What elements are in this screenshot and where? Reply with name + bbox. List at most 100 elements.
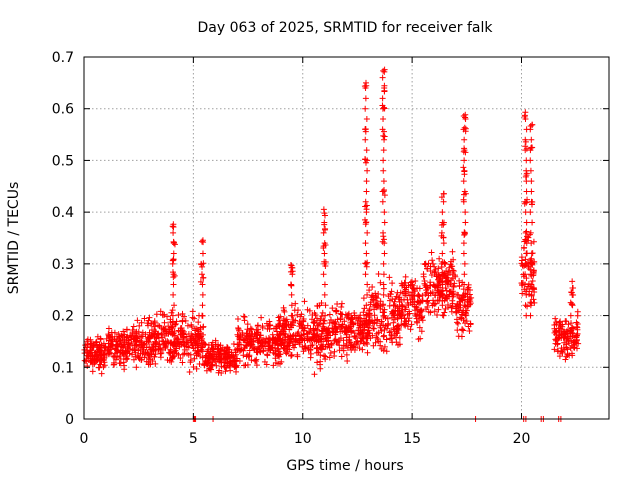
data-point — [456, 298, 463, 305]
data-point — [379, 95, 386, 102]
data-point — [527, 157, 534, 164]
data-point — [311, 371, 318, 378]
data-point — [379, 105, 386, 112]
data-point — [413, 303, 420, 310]
data-point — [124, 344, 131, 351]
data-point — [258, 314, 265, 321]
data-point — [95, 364, 102, 371]
data-point — [359, 335, 366, 342]
data-point — [278, 339, 285, 346]
data-point — [364, 291, 371, 298]
data-point — [530, 238, 537, 245]
data-point — [146, 329, 153, 336]
data-point — [362, 271, 369, 278]
data-point — [310, 319, 317, 326]
data-point — [451, 272, 458, 279]
data-point — [338, 311, 345, 318]
x-tick-label: 15 — [403, 431, 421, 447]
data-point — [344, 357, 351, 364]
data-point — [396, 298, 403, 305]
data-point — [363, 209, 370, 216]
data-point — [223, 348, 230, 355]
data-point — [266, 342, 273, 349]
data-point — [438, 229, 445, 236]
data-point — [569, 291, 576, 298]
data-point — [354, 338, 361, 345]
data-point — [388, 288, 395, 295]
data-point — [307, 347, 314, 354]
data-point — [412, 310, 419, 317]
data-point — [270, 362, 277, 369]
data-point — [562, 356, 569, 363]
data-point — [527, 126, 534, 133]
data-point — [126, 346, 133, 353]
data-point — [341, 318, 348, 325]
data-point — [380, 281, 387, 288]
data-point — [336, 337, 343, 344]
data-point — [189, 308, 196, 315]
data-point — [416, 309, 423, 316]
data-point — [338, 353, 345, 360]
data-point — [84, 348, 91, 355]
data-point — [519, 290, 526, 297]
data-point — [366, 306, 373, 313]
data-point — [226, 363, 233, 370]
data-point — [409, 295, 416, 302]
data-point — [362, 126, 369, 133]
data-point — [434, 287, 441, 294]
data-point — [350, 321, 357, 328]
data-point — [356, 345, 363, 352]
data-point — [566, 340, 573, 347]
data-point — [396, 334, 403, 341]
data-point — [461, 302, 468, 309]
data-point — [528, 198, 535, 205]
data-point — [394, 312, 401, 319]
data-point — [380, 167, 387, 174]
data-point — [524, 303, 531, 310]
data-point — [171, 302, 178, 309]
data-point — [438, 260, 445, 267]
data-point — [565, 321, 572, 328]
data-point — [98, 370, 105, 377]
data-point — [199, 335, 206, 342]
data-point — [519, 257, 526, 264]
data-point — [386, 302, 393, 309]
data-point — [308, 336, 315, 343]
data-point — [188, 330, 195, 337]
data-point — [380, 347, 387, 354]
data-point — [389, 280, 396, 287]
data-point — [264, 351, 271, 358]
data-point — [460, 164, 467, 171]
data-point — [380, 67, 387, 74]
data-point — [138, 356, 145, 363]
data-point — [450, 284, 457, 291]
data-point — [281, 326, 288, 333]
data-point — [319, 346, 326, 353]
data-point — [523, 219, 530, 226]
data-point — [104, 346, 111, 353]
data-point — [551, 346, 558, 353]
data-point — [81, 357, 88, 364]
data-point — [302, 345, 309, 352]
data-point — [381, 312, 388, 319]
data-point — [333, 308, 340, 315]
data-point — [315, 333, 322, 340]
data-point — [451, 280, 458, 287]
data-point — [402, 273, 409, 280]
data-point — [151, 353, 158, 360]
data-point — [338, 304, 345, 311]
data-point — [269, 345, 276, 352]
data-point — [520, 245, 527, 252]
data-point — [172, 320, 179, 327]
data-point — [435, 271, 442, 278]
data-point — [371, 303, 378, 310]
data-point — [461, 191, 468, 198]
data-point — [428, 272, 435, 279]
data-point — [256, 337, 263, 344]
data-point — [160, 312, 167, 319]
data-point — [521, 286, 528, 293]
data-point — [432, 268, 439, 275]
data-point — [170, 229, 177, 236]
data-point — [460, 316, 467, 323]
data-point — [168, 309, 175, 316]
